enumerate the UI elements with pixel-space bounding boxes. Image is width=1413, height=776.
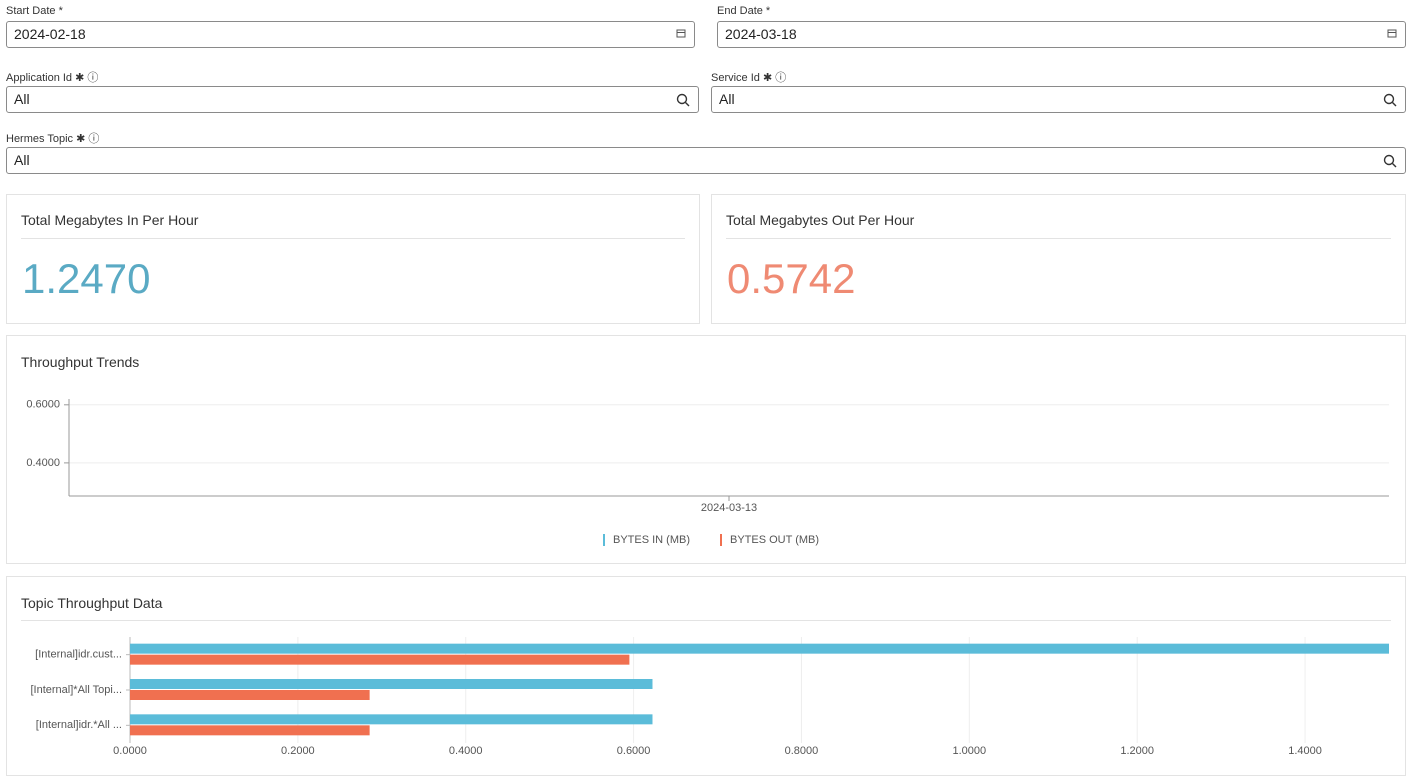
kpi-card: Total Megabytes In Per Hour 1.2470 (6, 194, 700, 324)
bar (130, 725, 370, 736)
x-tick-label: 0.8000 (785, 745, 819, 757)
legend-marker (603, 534, 605, 546)
date-input[interactable]: 2024-02-18 (6, 21, 695, 48)
chart-title: Topic Throughput Data (21, 595, 163, 611)
label-text: Hermes Topic (6, 133, 74, 145)
y-tick-label: 0.6000 (26, 399, 60, 411)
field-label: Hermes Topic ✱ ⓘ (6, 133, 100, 145)
calendar-icon (1387, 29, 1397, 38)
search-icon (676, 93, 690, 107)
field-label: Service Id ✱ ⓘ (711, 72, 787, 84)
input-value: All (14, 91, 30, 107)
x-tick-label: 2024-03-13 (701, 502, 757, 514)
x-tick-label: 0.0000 (113, 745, 147, 757)
y-tick-label: [Internal]idr.cust... (35, 649, 122, 661)
date-input[interactable]: 2024-03-18 (717, 21, 1406, 48)
kpi-card: Total Megabytes Out Per Hour 0.5742 (711, 194, 1406, 324)
bar (130, 714, 653, 725)
chart-panel: Topic Throughput Data 0.0000 0.2000 0.4000… (6, 576, 1406, 776)
chart-title: Throughput Trends (21, 354, 140, 370)
field-label: Application Id ✱ ⓘ (6, 72, 99, 84)
y-tick-label: 0.4000 (26, 457, 60, 469)
x-tick-label: 0.4000 (449, 745, 483, 757)
label-text: Service Id (711, 72, 760, 84)
kpi-title: Total Megabytes Out Per Hour (726, 212, 915, 228)
x-tick-label: 0.6000 (617, 745, 651, 757)
bar (130, 679, 653, 689)
bar (130, 643, 1389, 654)
bar (130, 690, 370, 700)
legend-marker (720, 534, 722, 546)
label-text: Application Id (6, 72, 73, 84)
x-tick-label: 1.4000 (1288, 745, 1322, 757)
x-tick-label: 0.2000 (281, 745, 315, 757)
field-label: End Date * (717, 5, 771, 17)
chart-panel: Throughput Trends 0.4000 0.6000 2024-03-13… (6, 335, 1406, 564)
bar (130, 654, 630, 665)
divider (21, 238, 685, 239)
line-chart: 0.4000 0.6000 2024-03-13 BYTES IN (MB) BYTES… (26, 399, 1389, 546)
search-icon (1383, 154, 1397, 168)
input-value: 2024-03-18 (725, 26, 797, 42)
x-tick-label: 1.2000 (1120, 745, 1154, 757)
input-value: All (719, 91, 735, 107)
input-value: 2024-02-18 (14, 26, 86, 42)
kpi-value: 1.2470 (22, 255, 151, 302)
divider (21, 620, 1391, 621)
calendar-icon (676, 29, 686, 38)
field-label: Start Date * (6, 5, 63, 17)
x-tick-label: 1.0000 (953, 745, 987, 757)
y-tick-label: [Internal]idr.*All ... (36, 719, 122, 731)
divider (726, 238, 1391, 239)
legend-label: BYTES IN (MB) (613, 534, 690, 546)
bar-chart: 0.0000 0.2000 0.4000 0.6000 0.8000 1.0000 1.20… (30, 637, 1389, 757)
search-icon (1383, 93, 1397, 107)
search-input[interactable]: All (711, 86, 1406, 113)
kpi-value: 0.5742 (727, 255, 856, 302)
y-tick-label: [Internal]*All Topi... (30, 684, 122, 696)
legend-label: BYTES OUT (MB) (730, 534, 819, 546)
input-value: All (14, 152, 30, 168)
kpi-title: Total Megabytes In Per Hour (21, 212, 199, 228)
search-input[interactable]: All (6, 147, 1406, 174)
search-input[interactable]: All (6, 86, 699, 113)
